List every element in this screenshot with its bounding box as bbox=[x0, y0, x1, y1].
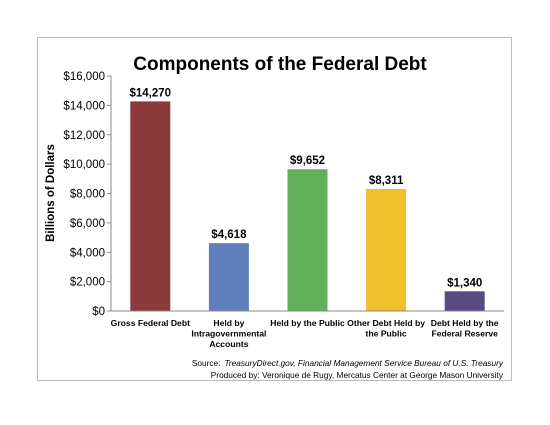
bar bbox=[287, 169, 328, 311]
bar-value-label: $9,652 bbox=[290, 155, 325, 167]
y-axis-ticks: $0 $2,000 $4,000 $6,000 $8,000 $10,000 $12,000… bbox=[63, 71, 111, 318]
bar bbox=[130, 101, 171, 311]
category-label: Debt Held by the Federal Reserve bbox=[431, 318, 499, 339]
source-prefix: Source: bbox=[192, 358, 221, 368]
chart-frame: Components of the Federal Debt Billions … bbox=[37, 37, 512, 381]
y-tick-label: $16,000 bbox=[63, 71, 105, 83]
category-label: Held by the Public bbox=[270, 318, 345, 328]
y-tick-label: $14,000 bbox=[63, 100, 105, 112]
chart-canvas: Components of the Federal Debt Billions … bbox=[45, 54, 504, 380]
bar-value-label: $1,340 bbox=[447, 277, 482, 289]
bar-value-label: $4,618 bbox=[211, 229, 247, 241]
category-label: Gross Federal Debt bbox=[111, 318, 190, 328]
bar bbox=[208, 243, 249, 311]
produced-by-line: Produced by: Veronique de Rugy, Mercatus… bbox=[211, 370, 504, 380]
category-labels-group: Gross Federal Debt Held by Intragovernment… bbox=[111, 318, 499, 349]
y-tick-label: $8,000 bbox=[70, 189, 105, 201]
source-line: Source: TreasuryDirect.gov, Financial Man… bbox=[192, 358, 504, 368]
chart-title: Components of the Federal Debt bbox=[133, 54, 427, 75]
y-tick-label: $0 bbox=[92, 306, 105, 318]
y-tick-label: $4,000 bbox=[70, 247, 105, 259]
bar-value-label: $14,270 bbox=[130, 87, 172, 99]
data-labels-group: $14,270 $4,618 $9,652 $8,311 $1,340 bbox=[130, 87, 483, 289]
source-text: TreasuryDirect.gov, Financial Management… bbox=[224, 358, 503, 368]
category-label: Held by Intragovernmental Accounts bbox=[191, 318, 266, 349]
bar-value-label: $8,311 bbox=[369, 175, 404, 187]
bar bbox=[444, 291, 485, 311]
y-tick-label: $12,000 bbox=[63, 130, 105, 142]
y-tick-label: $10,000 bbox=[63, 159, 105, 171]
bar bbox=[366, 188, 407, 311]
bars-group bbox=[130, 101, 485, 311]
category-label: Other Debt Held by the Public bbox=[347, 318, 425, 339]
y-axis-label: Billions of Dollars bbox=[45, 144, 57, 242]
y-tick-label: $6,000 bbox=[70, 218, 105, 230]
y-tick-label: $2,000 bbox=[70, 277, 105, 289]
